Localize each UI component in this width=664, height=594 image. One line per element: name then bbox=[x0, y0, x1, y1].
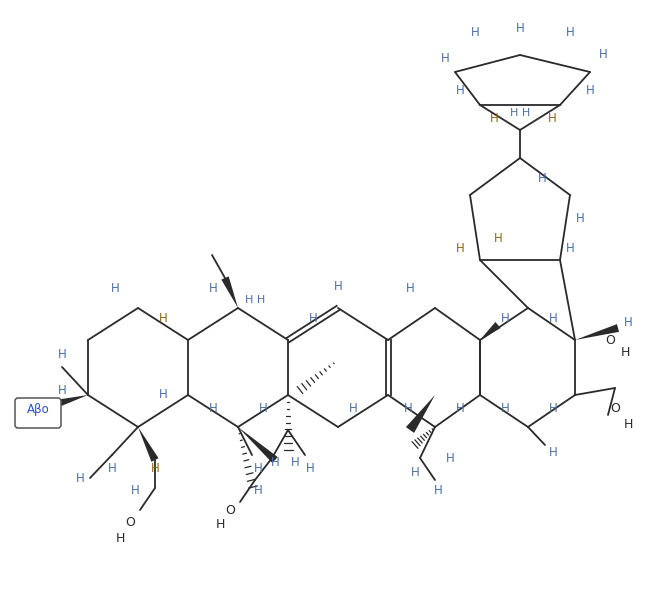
Text: H: H bbox=[349, 402, 357, 415]
Text: H: H bbox=[404, 402, 412, 415]
Text: H: H bbox=[208, 402, 217, 415]
Polygon shape bbox=[480, 322, 501, 340]
Text: H: H bbox=[254, 484, 262, 497]
Text: H: H bbox=[548, 402, 557, 415]
Text: H: H bbox=[159, 311, 167, 324]
Text: H: H bbox=[254, 462, 262, 475]
Polygon shape bbox=[406, 395, 435, 433]
Text: H: H bbox=[151, 462, 159, 475]
Text: H: H bbox=[406, 282, 414, 295]
Text: H: H bbox=[446, 451, 454, 465]
Polygon shape bbox=[138, 427, 159, 462]
Text: H: H bbox=[548, 112, 556, 125]
Text: H: H bbox=[271, 456, 280, 469]
Text: Aβo: Aβo bbox=[27, 403, 49, 416]
Text: H: H bbox=[548, 311, 557, 324]
Text: H: H bbox=[548, 447, 557, 460]
Text: H: H bbox=[291, 456, 299, 469]
Text: H: H bbox=[305, 462, 314, 475]
Text: H H: H H bbox=[510, 108, 530, 118]
Polygon shape bbox=[575, 324, 619, 340]
Text: H: H bbox=[623, 419, 633, 431]
Text: H: H bbox=[441, 52, 450, 65]
Text: H: H bbox=[501, 402, 509, 415]
Text: H: H bbox=[538, 172, 546, 185]
Polygon shape bbox=[221, 276, 238, 308]
Text: O: O bbox=[125, 516, 135, 529]
Text: H: H bbox=[309, 311, 317, 324]
Text: H: H bbox=[489, 112, 499, 125]
Text: H: H bbox=[410, 466, 420, 479]
Text: H: H bbox=[58, 349, 66, 362]
Text: H: H bbox=[566, 242, 574, 254]
Text: H: H bbox=[215, 517, 224, 530]
Text: H: H bbox=[620, 346, 629, 359]
Text: H: H bbox=[493, 232, 503, 245]
Text: H: H bbox=[434, 484, 442, 497]
Text: H: H bbox=[159, 388, 167, 402]
Text: H: H bbox=[456, 84, 464, 96]
Text: H: H bbox=[566, 26, 574, 39]
Text: O: O bbox=[605, 333, 615, 346]
Text: H: H bbox=[58, 384, 66, 397]
Text: H: H bbox=[623, 315, 632, 328]
Polygon shape bbox=[50, 395, 88, 409]
Text: O: O bbox=[225, 504, 235, 517]
Text: H: H bbox=[208, 282, 217, 295]
Text: H: H bbox=[131, 484, 139, 497]
Text: H: H bbox=[456, 402, 464, 415]
Text: H: H bbox=[456, 242, 464, 254]
Text: H: H bbox=[586, 84, 594, 96]
Text: O: O bbox=[610, 402, 620, 415]
Text: H: H bbox=[108, 462, 116, 475]
Text: H: H bbox=[18, 402, 27, 415]
Text: H: H bbox=[501, 311, 509, 324]
Polygon shape bbox=[238, 427, 278, 463]
FancyBboxPatch shape bbox=[15, 398, 61, 428]
Text: H: H bbox=[258, 402, 268, 415]
Text: H: H bbox=[333, 280, 343, 292]
Text: H: H bbox=[116, 532, 125, 545]
Text: H H: H H bbox=[245, 295, 265, 305]
Text: H: H bbox=[471, 26, 479, 39]
Text: H: H bbox=[599, 49, 608, 62]
Text: H: H bbox=[111, 282, 120, 295]
Text: H: H bbox=[516, 21, 525, 34]
Text: H: H bbox=[76, 472, 84, 485]
Text: H: H bbox=[576, 211, 584, 225]
